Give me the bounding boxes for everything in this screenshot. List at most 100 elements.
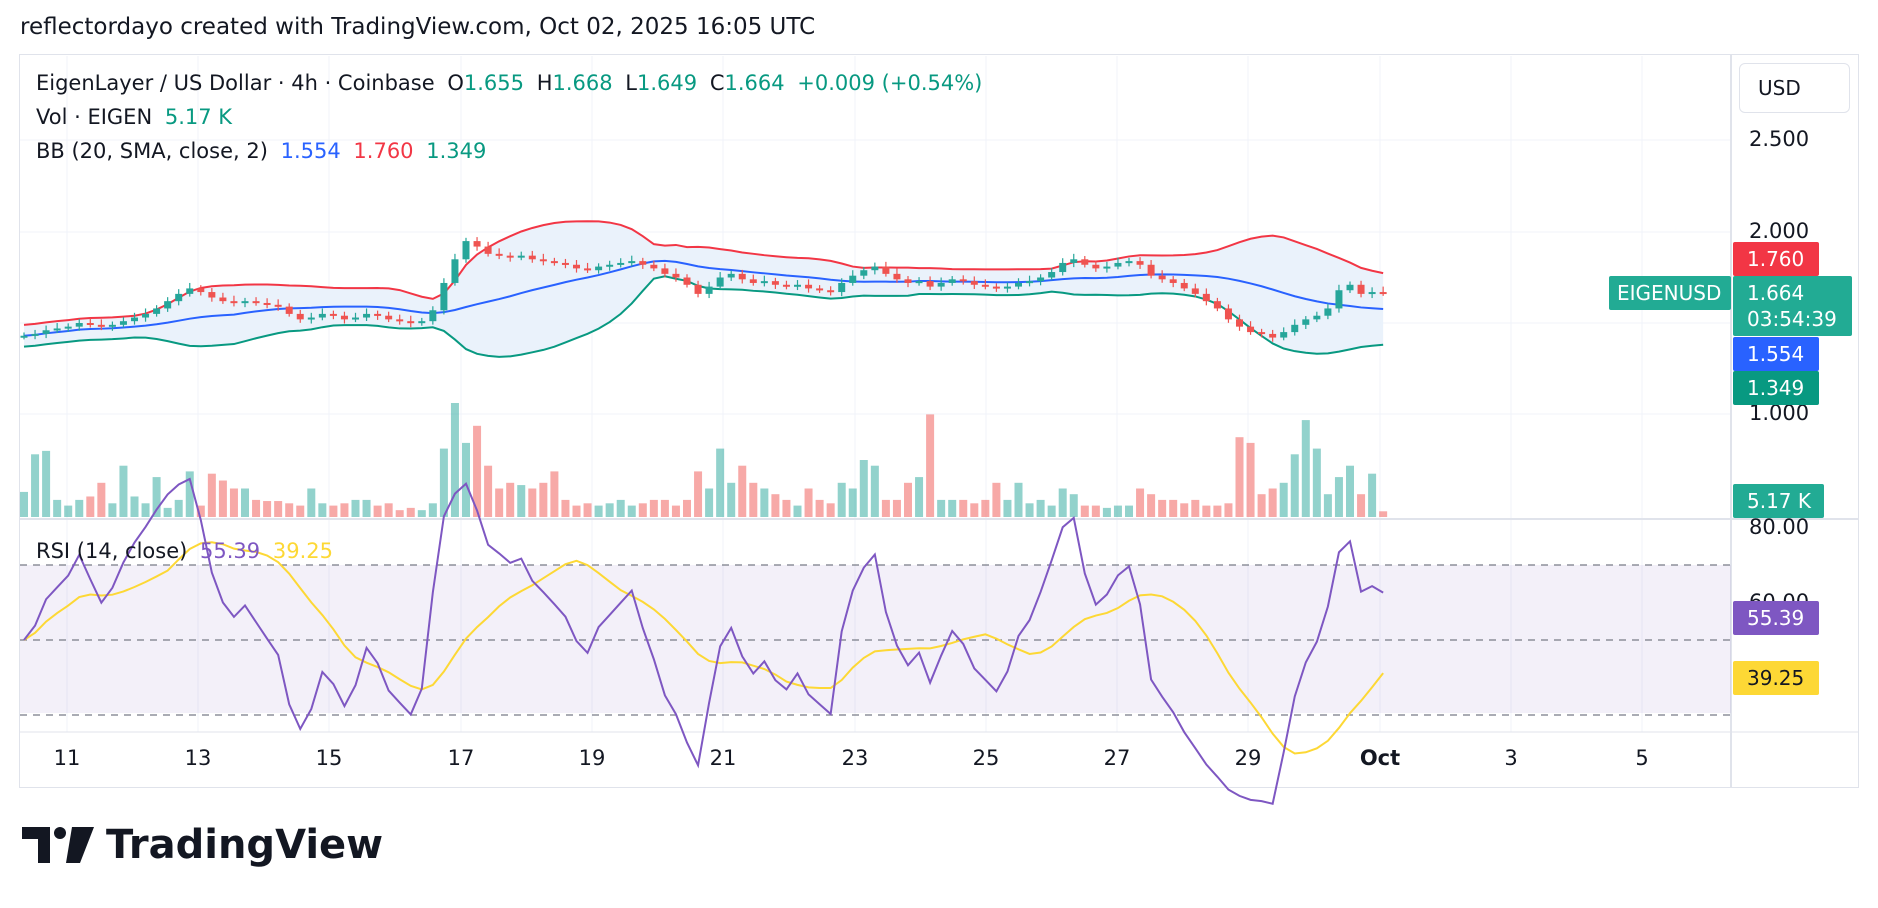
tradingview-logo[interactable]: TradingView — [22, 822, 383, 868]
candle-body — [573, 264, 580, 269]
candle-body — [1191, 288, 1199, 294]
candle-body — [495, 253, 503, 256]
volume-bar — [638, 503, 647, 517]
candle-body — [1059, 262, 1067, 273]
candle-body — [1247, 326, 1255, 333]
volume-bar — [649, 499, 658, 517]
volume-bar — [937, 499, 946, 517]
candle-body — [561, 262, 569, 265]
candle-body — [1357, 284, 1365, 294]
bollinger-basis-line — [23, 259, 1384, 337]
rsi-ma-tag: 39.25 — [1733, 661, 1819, 695]
candle-body — [175, 293, 183, 302]
candle-body — [352, 317, 359, 320]
volume-bar — [948, 499, 957, 517]
volume-bar — [1202, 505, 1211, 517]
volume-bar — [329, 505, 338, 517]
volume-bar — [1125, 505, 1133, 517]
volume-bar — [130, 496, 139, 517]
volume-bar — [395, 510, 404, 517]
volume-bar — [174, 499, 183, 517]
volume-bar — [1014, 482, 1023, 517]
time-axis-label: 29 — [1234, 746, 1262, 770]
candle-body — [462, 241, 470, 260]
candle-body — [385, 315, 393, 320]
candle-body — [749, 279, 757, 283]
candle-body — [628, 261, 636, 264]
time-axis-label: 13 — [184, 746, 212, 770]
candle-body — [683, 277, 691, 285]
volume-bar — [881, 499, 890, 517]
volume-bar — [1169, 499, 1178, 517]
candle-body — [805, 284, 813, 289]
volume-bar — [241, 488, 249, 517]
candle-body — [860, 270, 868, 276]
volume-bar — [1268, 488, 1277, 517]
candle-body — [970, 281, 978, 285]
last-price-tag: 1.664 03:54:39 — [1733, 276, 1852, 336]
candle-body — [1070, 259, 1078, 263]
volume-bar — [1136, 488, 1145, 517]
candle-body — [307, 317, 315, 320]
candle-body — [1258, 332, 1266, 335]
volume-bar — [484, 465, 493, 517]
volume-bar — [285, 503, 294, 517]
candle-body — [904, 279, 912, 283]
time-axis-label: 27 — [1103, 746, 1131, 770]
candle-body — [1180, 282, 1188, 289]
candle-body — [838, 282, 846, 293]
change-value: +0.009 (+0.54%) — [797, 71, 983, 95]
volume-bar — [1323, 494, 1332, 517]
volume-bar — [473, 425, 482, 517]
volume-bar — [1102, 507, 1111, 517]
time-axis-label: 25 — [972, 746, 1000, 770]
volume-bar — [1246, 442, 1255, 517]
volume-bar — [1279, 482, 1288, 517]
volume-bar — [716, 448, 725, 517]
price-axis-label: 2.000 — [1749, 219, 1810, 243]
candle-body — [959, 279, 967, 282]
bar-countdown: 03:54:39 — [1747, 307, 1837, 331]
volume-bar — [1003, 499, 1012, 517]
volume-bar — [119, 465, 128, 517]
candle-body — [131, 317, 138, 322]
volume-bar — [1113, 505, 1122, 517]
volume-bar — [1180, 503, 1189, 517]
candle-body — [1202, 293, 1210, 302]
rsi-legend: RSI (14, close) 55.39 39.25 — [36, 539, 333, 563]
candle-body — [20, 335, 28, 338]
candle-body — [1324, 308, 1332, 316]
candle-body — [771, 281, 779, 285]
tradingview-logo-icon — [22, 827, 94, 863]
volume-bar — [384, 503, 393, 517]
volume-bar — [86, 496, 95, 517]
volume-bar — [1191, 499, 1200, 517]
symbol-title: EigenLayer / US Dollar · 4h · Coinbase — [36, 71, 435, 95]
chart-caption: reflectordayo created with TradingView.c… — [20, 14, 816, 40]
rsi-line — [23, 477, 1384, 805]
volume-bar — [915, 477, 924, 517]
volume-bar — [793, 505, 802, 517]
volume-bar — [229, 488, 238, 517]
time-axis-label: 5 — [1635, 746, 1649, 770]
volume-bar — [141, 503, 150, 517]
volume-bar — [594, 505, 603, 517]
volume-bar — [705, 488, 714, 517]
candle-body — [1026, 281, 1034, 284]
rsi-ma-legend-value: 39.25 — [272, 539, 333, 563]
volume-bar — [970, 503, 979, 517]
volume-bar — [616, 499, 625, 517]
candle-body — [429, 310, 437, 322]
volume-bar — [1346, 465, 1354, 517]
candle-body — [1081, 259, 1089, 265]
candle-body — [86, 323, 94, 325]
volume-bar — [42, 450, 51, 517]
bb-upper-value: 1.760 — [353, 139, 414, 163]
candle-body — [849, 275, 857, 283]
candle-body — [219, 297, 227, 302]
currency-button[interactable]: USD — [1739, 63, 1850, 113]
bb-lower-tag: 1.349 — [1733, 371, 1819, 405]
candle-body — [1092, 264, 1100, 269]
volume-bar — [1036, 499, 1045, 517]
